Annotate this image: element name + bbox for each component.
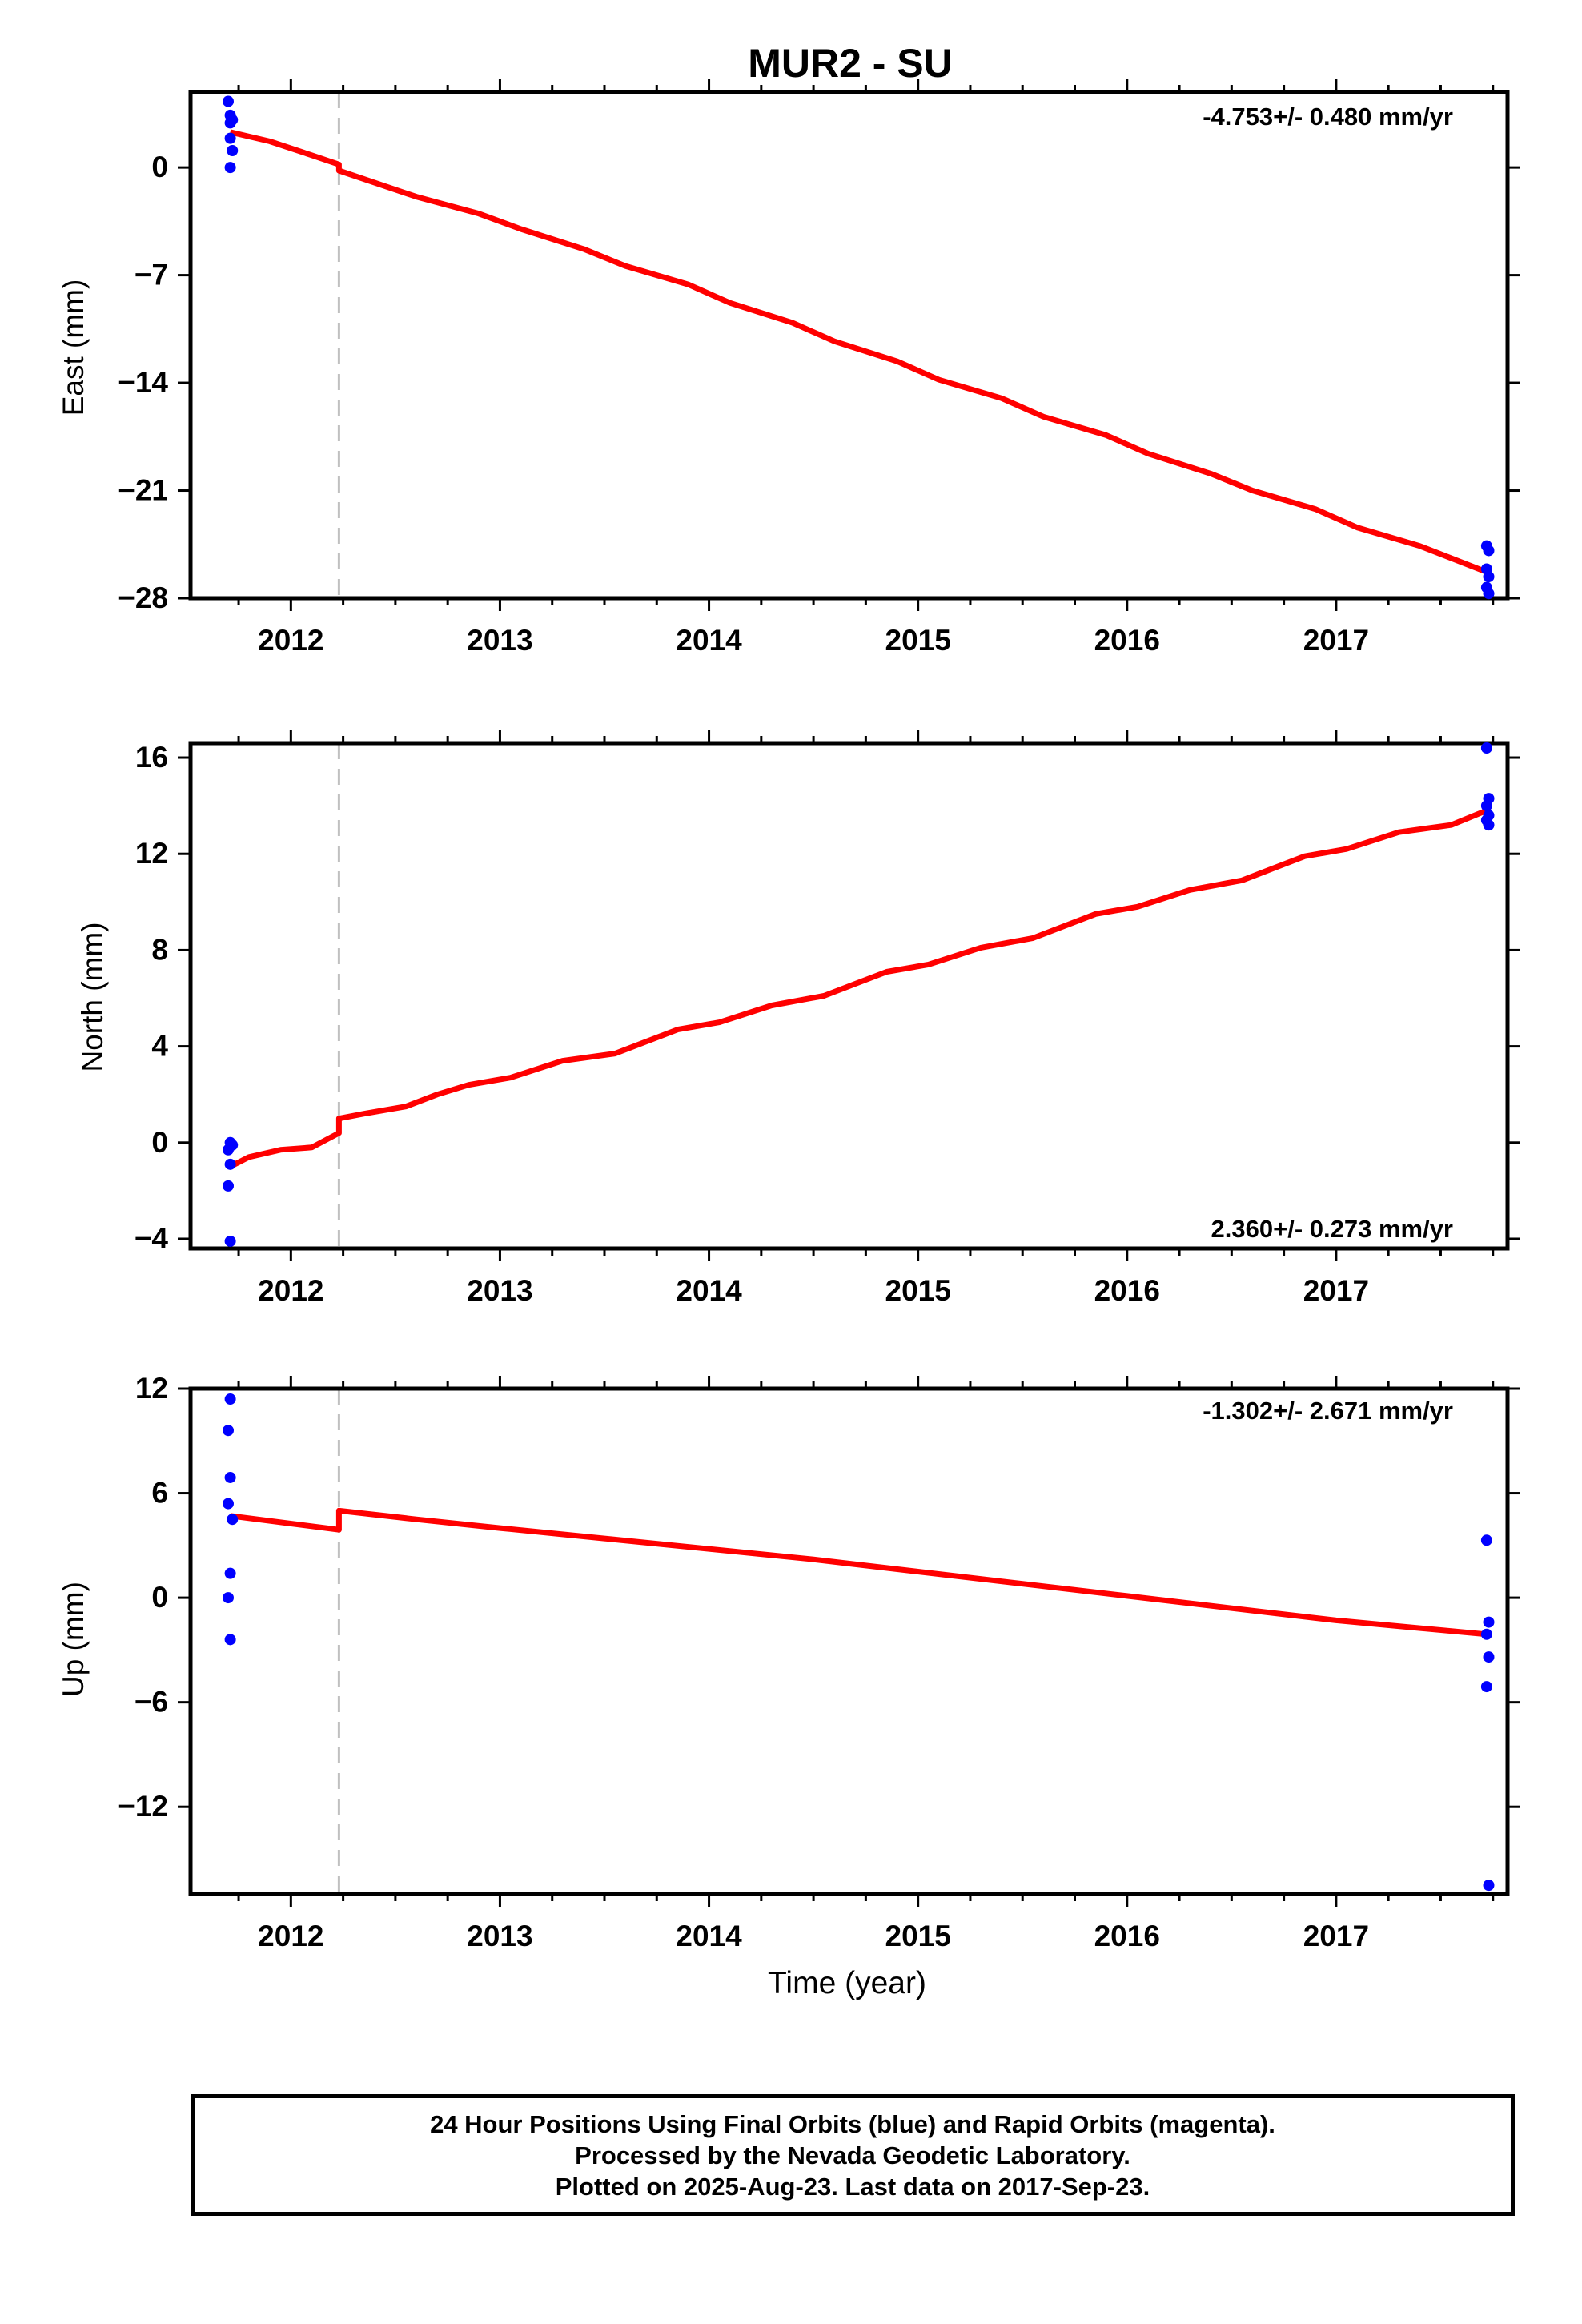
- panel-east-model-line: [229, 129, 1488, 575]
- panel-east-data-point: [224, 162, 236, 174]
- panel-north-x-tick-label: 2017: [1303, 1274, 1369, 1307]
- panel-up-y-tick-label: 0: [151, 1581, 168, 1614]
- panel-east: East (mm) 0 −7 −14 −21 −28 2012 2013 2014 2015 20…: [57, 79, 1520, 657]
- panel-up-x-tick-label: 2015: [885, 1920, 951, 1952]
- panel-north-x-tick-label: 2016: [1094, 1274, 1160, 1307]
- panel-north-data-point: [1480, 800, 1492, 812]
- panel-up-data-point: [224, 1634, 236, 1646]
- panel-north-x-tick-label: 2015: [885, 1274, 951, 1307]
- panel-up-y-tick-label: 6: [151, 1477, 168, 1510]
- panel-north-y-tick-label: 12: [135, 837, 168, 870]
- panel-up-data-point: [223, 1425, 234, 1437]
- panel-east-x-tick-label: 2012: [258, 624, 323, 657]
- panel-east-y-tick-label: −21: [118, 474, 168, 507]
- panel-north-data-point: [223, 1144, 234, 1156]
- x-axis-label: Time (year): [768, 1966, 926, 2000]
- panel-east-y-tick-label: −7: [135, 259, 168, 292]
- panel-east-y-tick-label: 0: [151, 151, 168, 183]
- panel-up-y-axis-label: Up (mm): [57, 1582, 90, 1697]
- panel-east-x-tick-label: 2014: [676, 624, 742, 657]
- panel-east-frame: [188, 90, 1510, 601]
- panel-east-x-tick-label: 2013: [467, 624, 532, 657]
- panel-north-x-tick-label: 2012: [258, 1274, 323, 1307]
- panel-up-y-tick-label: −6: [135, 1686, 168, 1719]
- panel-up-x-tick-label: 2017: [1303, 1920, 1369, 1952]
- panel-north-frame: [188, 741, 1510, 1251]
- panel-up: Up (mm) 12 6 0 −6 −12 2012 2013 2014 2015 2016 201…: [57, 1372, 1520, 1952]
- panel-east-y-axis-label: East (mm): [57, 279, 90, 416]
- panel-east-data-point: [224, 132, 236, 144]
- panel-up-data-point: [1483, 1651, 1495, 1663]
- panel-north-data-point: [1483, 819, 1495, 831]
- panel-north: North (mm) 16 12 8 4 0 −4 2012 2013 2014 2015 2016…: [76, 730, 1520, 1307]
- panel-north-data-point: [224, 1158, 236, 1170]
- panel-up-data-point: [224, 1471, 236, 1483]
- footer-line-processor: Processed by the Nevada Geodetic Laborat…: [575, 2141, 1130, 2169]
- panel-east-y-tick-label: −28: [118, 581, 168, 614]
- panel-up-x-tick-label: 2012: [258, 1920, 323, 1952]
- panel-up-frame: [188, 1386, 1510, 1896]
- panel-north-y-tick-label: −4: [135, 1222, 169, 1255]
- panel-east-data-point: [223, 95, 234, 107]
- panel-north-y-axis-label: North (mm): [76, 922, 109, 1072]
- panel-north-data-point: [223, 1180, 234, 1192]
- panel-east-y-tick-label: −14: [118, 366, 168, 399]
- footer-line-orbits: 24 Hour Positions Using Final Orbits (bl…: [430, 2109, 1275, 2138]
- panel-up-data-point: [223, 1592, 234, 1604]
- panel-east-data-point: [227, 114, 239, 126]
- panel-up-x-tick-label: 2016: [1094, 1920, 1160, 1952]
- panel-up-data-point: [1483, 1880, 1495, 1892]
- panel-up-model-line: [230, 1507, 1488, 1638]
- panel-up-data-point: [1480, 1681, 1492, 1693]
- panel-up-data-point: [224, 1393, 236, 1405]
- panel-up-x-tick-label: 2013: [467, 1920, 532, 1952]
- chart-title: MUR2 - SU: [748, 41, 953, 86]
- panel-east-data-point: [1483, 571, 1495, 583]
- panel-east-data-point: [1483, 545, 1495, 557]
- panel-up-data-point: [1483, 1616, 1495, 1628]
- panel-up-rate-label: -1.302+/- 2.671 mm/yr: [1203, 1397, 1453, 1425]
- panel-up-data-point: [224, 1567, 236, 1579]
- panel-up-y-tick-label: 12: [135, 1372, 168, 1405]
- panel-up-y-tick-label: −12: [118, 1790, 168, 1823]
- panel-east-x-tick-label: 2017: [1303, 624, 1369, 657]
- panel-north-data-point: [1480, 742, 1492, 754]
- footer-info-box: 24 Hour Positions Using Final Orbits (bl…: [191, 2094, 1515, 2216]
- panel-east-rate-label: -4.753+/- 0.480 mm/yr: [1203, 103, 1453, 131]
- panel-north-y-tick-label: 16: [135, 741, 168, 774]
- panel-north-y-tick-label: 4: [151, 1030, 168, 1063]
- panel-up-data-point: [1480, 1534, 1492, 1546]
- panel-north-rate-label: 2.360+/- 0.273 mm/yr: [1211, 1215, 1453, 1243]
- panel-up-data-point: [223, 1498, 234, 1510]
- panel-east-x-tick-label: 2016: [1094, 624, 1160, 657]
- panel-up-x-tick-label: 2014: [676, 1920, 742, 1952]
- panel-north-x-tick-label: 2014: [676, 1274, 742, 1307]
- panel-east-data-point: [227, 144, 239, 156]
- panel-north-x-tick-label: 2013: [467, 1274, 532, 1307]
- panel-north-y-tick-label: 8: [151, 933, 168, 966]
- panel-east-x-tick-label: 2015: [885, 624, 951, 657]
- panel-east-data-point: [1483, 588, 1495, 600]
- panel-north-model-line: [229, 807, 1488, 1169]
- panel-up-data-point: [227, 1514, 239, 1526]
- panel-up-data-point: [1480, 1628, 1492, 1640]
- footer-line-dates: Plotted on 2025-Aug-23. Last data on 201…: [555, 2172, 1150, 2201]
- panel-north-data-point: [224, 1235, 236, 1247]
- panel-north-y-tick-label: 0: [151, 1126, 168, 1159]
